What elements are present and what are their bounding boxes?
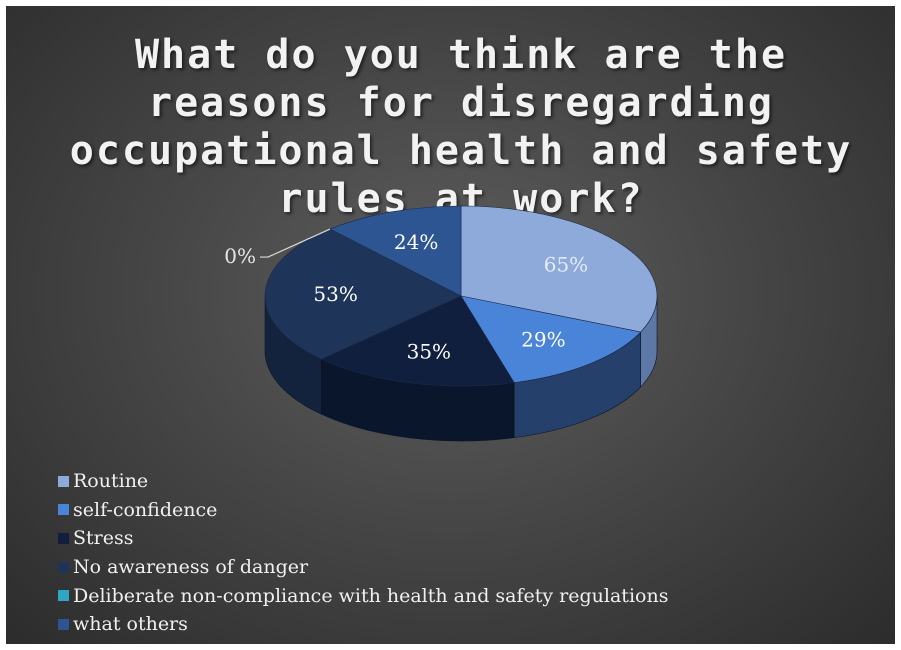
leader-line-4 [259, 228, 331, 258]
chart-panel: What do you think are the reasons for di… [6, 6, 895, 644]
legend-item-2: Stress [58, 524, 668, 553]
pie-chart: 65% 29% 35% 53% 0% 24% [224, 205, 658, 442]
data-label-5: 24% [394, 230, 438, 254]
legend-item-0: Routine [58, 467, 668, 496]
legend-item-4: Deliberate non-compliance with health an… [58, 581, 668, 610]
legend-swatch-3 [58, 561, 69, 573]
legend-label-2: Stress [73, 527, 134, 550]
legend: Routine self-confidence Stress No awareness… [58, 467, 668, 639]
pie-slice-3 [264, 228, 462, 360]
legend-label-3: No awareness of danger [73, 556, 309, 579]
legend-label-1: self-confidence [73, 498, 218, 521]
chart-title: What do you think are the reasons for di… [69, 32, 853, 222]
legend-label-0: Routine [73, 470, 149, 493]
legend-label-4: Deliberate non-compliance with health an… [73, 584, 669, 607]
pie-slice-2 [320, 295, 515, 387]
legend-swatch-1 [58, 504, 69, 516]
data-label-2: 35% [407, 340, 451, 364]
data-label-3: 53% [313, 282, 357, 306]
legend-item-5: what others [58, 610, 668, 639]
legend-swatch-2 [58, 532, 69, 544]
data-label-1: 29% [521, 327, 565, 351]
data-label-0: 65% [544, 252, 588, 276]
pie-slice-0 [460, 205, 658, 333]
pie-slice-5 [329, 205, 462, 297]
legend-item-1: self-confidence [58, 496, 668, 525]
legend-swatch-0 [58, 475, 69, 487]
data-label-4: 0% [224, 244, 256, 268]
pie-labels: 65% 29% 35% 53% 0% 24% [224, 228, 588, 364]
legend-label-5: what others [73, 613, 188, 636]
legend-item-3: No awareness of danger [58, 553, 668, 582]
pie-sides [264, 295, 658, 442]
legend-swatch-4 [58, 590, 69, 602]
legend-swatch-5 [58, 618, 69, 630]
pie-top [264, 205, 658, 387]
pie-slice-1 [460, 295, 642, 383]
